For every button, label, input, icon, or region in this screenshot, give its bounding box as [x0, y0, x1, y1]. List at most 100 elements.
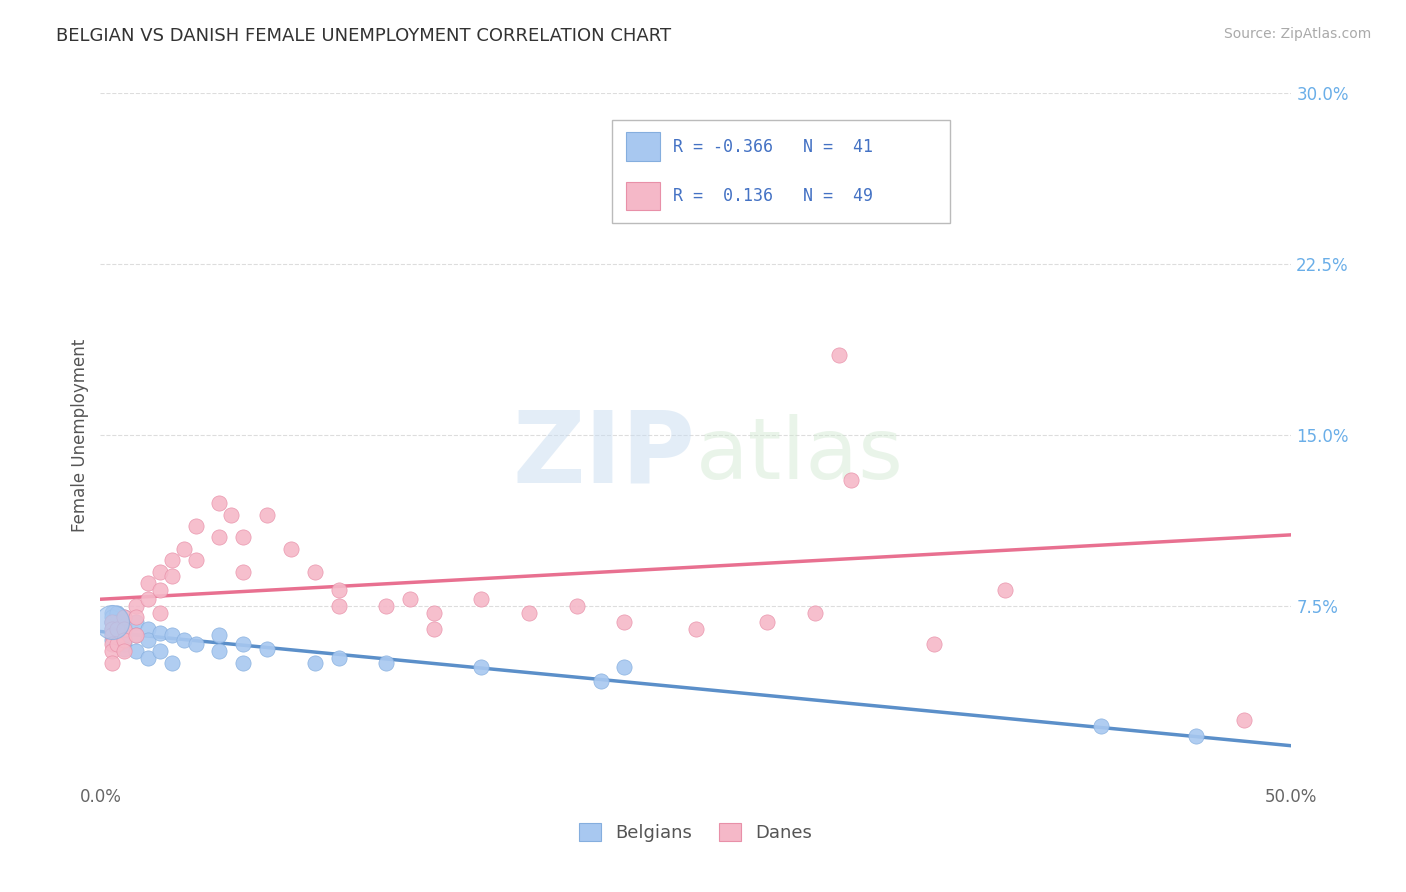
- Point: [375, 599, 398, 613]
- Point: [101, 637, 124, 651]
- Text: R = -0.366   N =  41: R = -0.366 N = 41: [673, 137, 873, 156]
- Point: [101, 615, 124, 629]
- Point: [125, 628, 148, 642]
- Point: [232, 656, 254, 670]
- Point: [101, 615, 124, 629]
- Point: [149, 626, 172, 640]
- Point: [112, 610, 135, 624]
- Point: [160, 553, 183, 567]
- Point: [101, 615, 124, 629]
- FancyBboxPatch shape: [626, 182, 659, 211]
- Point: [112, 642, 135, 657]
- Point: [613, 660, 636, 674]
- Legend: Belgians, Danes: Belgians, Danes: [572, 815, 820, 849]
- Point: [423, 606, 446, 620]
- Point: [101, 656, 124, 670]
- Point: [125, 599, 148, 613]
- Point: [922, 637, 945, 651]
- Point: [125, 615, 148, 629]
- Point: [804, 189, 827, 203]
- Point: [101, 606, 124, 620]
- Point: [136, 576, 159, 591]
- Point: [804, 606, 827, 620]
- Point: [136, 651, 159, 665]
- Point: [839, 474, 862, 488]
- Point: [149, 582, 172, 597]
- Point: [232, 530, 254, 544]
- Point: [208, 628, 231, 642]
- Point: [304, 656, 326, 670]
- Point: [423, 622, 446, 636]
- Point: [105, 615, 128, 629]
- Point: [112, 619, 135, 633]
- Point: [112, 622, 135, 636]
- Point: [173, 632, 195, 647]
- Y-axis label: Female Unemployment: Female Unemployment: [72, 338, 89, 532]
- Point: [685, 622, 707, 636]
- Point: [136, 622, 159, 636]
- Point: [125, 644, 148, 658]
- Point: [613, 615, 636, 629]
- FancyBboxPatch shape: [626, 132, 659, 161]
- FancyBboxPatch shape: [613, 120, 950, 223]
- Point: [160, 569, 183, 583]
- Point: [149, 565, 172, 579]
- Point: [517, 606, 540, 620]
- Point: [125, 628, 148, 642]
- Text: R =  0.136   N =  49: R = 0.136 N = 49: [673, 187, 873, 205]
- Point: [280, 541, 302, 556]
- Point: [160, 656, 183, 670]
- Point: [173, 541, 195, 556]
- Point: [184, 553, 207, 567]
- Point: [328, 599, 350, 613]
- Text: ZIP: ZIP: [513, 407, 696, 504]
- Point: [112, 610, 135, 624]
- Point: [470, 660, 492, 674]
- Point: [328, 651, 350, 665]
- Point: [208, 530, 231, 544]
- Point: [1185, 729, 1208, 743]
- Point: [101, 610, 124, 624]
- Text: atlas: atlas: [696, 414, 904, 497]
- Point: [160, 628, 183, 642]
- Point: [232, 565, 254, 579]
- Point: [756, 615, 779, 629]
- Point: [105, 632, 128, 647]
- Point: [112, 637, 135, 651]
- Point: [470, 591, 492, 606]
- Point: [101, 644, 124, 658]
- Point: [112, 644, 135, 658]
- Point: [101, 615, 124, 629]
- Point: [105, 622, 128, 636]
- Point: [105, 624, 128, 638]
- Point: [375, 656, 398, 670]
- Point: [399, 591, 422, 606]
- Point: [101, 622, 124, 636]
- Point: [232, 637, 254, 651]
- Point: [136, 591, 159, 606]
- Point: [112, 628, 135, 642]
- Point: [304, 565, 326, 579]
- Point: [105, 606, 128, 620]
- Point: [828, 348, 851, 362]
- Text: BELGIAN VS DANISH FEMALE UNEMPLOYMENT CORRELATION CHART: BELGIAN VS DANISH FEMALE UNEMPLOYMENT CO…: [56, 27, 672, 45]
- Point: [256, 642, 278, 657]
- Point: [105, 637, 128, 651]
- Point: [565, 599, 588, 613]
- Point: [125, 610, 148, 624]
- Point: [184, 637, 207, 651]
- Point: [994, 582, 1017, 597]
- Point: [328, 582, 350, 597]
- Point: [1233, 713, 1256, 727]
- Point: [136, 632, 159, 647]
- Point: [184, 519, 207, 533]
- Point: [101, 628, 124, 642]
- Point: [589, 673, 612, 688]
- Point: [221, 508, 243, 522]
- Point: [101, 626, 124, 640]
- Point: [112, 632, 135, 647]
- Point: [208, 644, 231, 658]
- Point: [149, 644, 172, 658]
- Point: [101, 632, 124, 647]
- Point: [149, 606, 172, 620]
